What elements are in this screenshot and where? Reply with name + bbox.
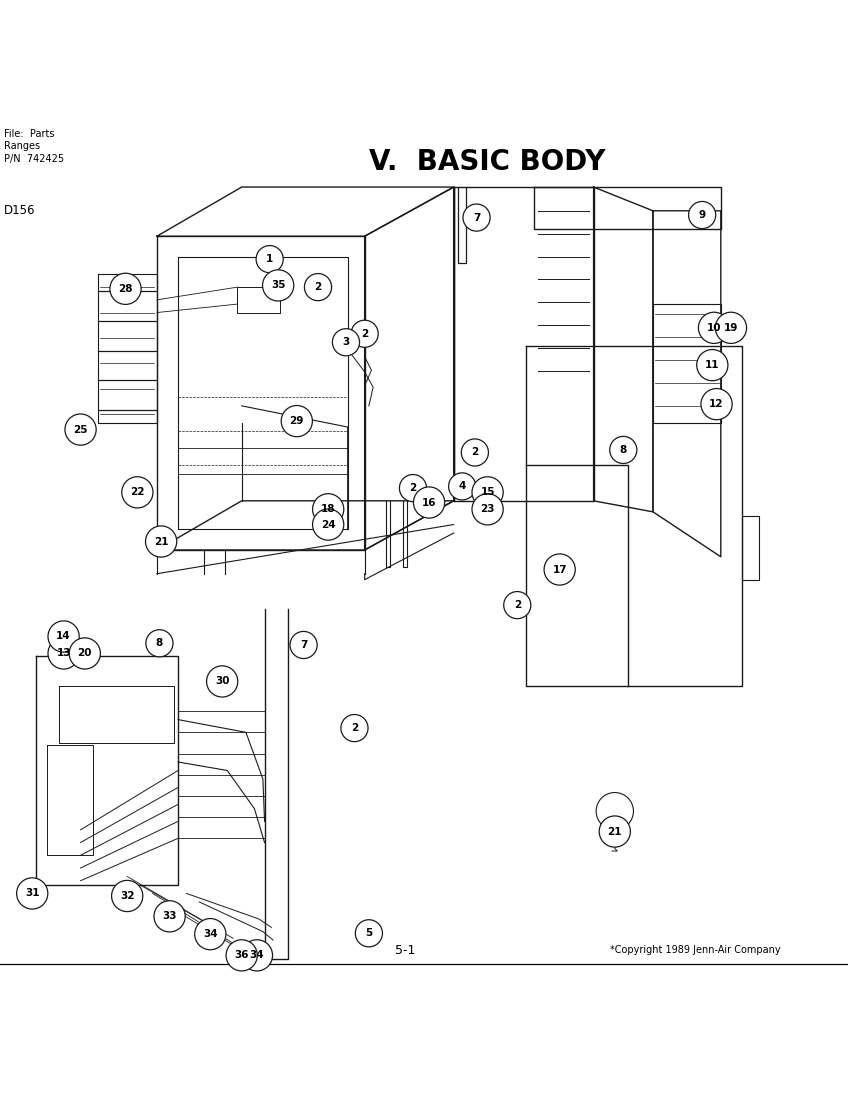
Circle shape bbox=[70, 638, 100, 669]
Circle shape bbox=[313, 509, 343, 540]
Circle shape bbox=[716, 312, 746, 343]
Text: 1: 1 bbox=[266, 254, 273, 264]
Text: 5-1: 5-1 bbox=[395, 944, 416, 957]
Circle shape bbox=[414, 487, 444, 518]
Text: 36: 36 bbox=[234, 950, 249, 960]
Circle shape bbox=[110, 273, 141, 305]
Text: 23: 23 bbox=[480, 504, 495, 515]
Circle shape bbox=[351, 320, 378, 348]
Circle shape bbox=[226, 939, 257, 971]
Circle shape bbox=[472, 494, 503, 525]
Text: File:  Parts: File: Parts bbox=[4, 129, 55, 139]
Text: 5: 5 bbox=[365, 928, 372, 938]
Circle shape bbox=[313, 494, 343, 525]
Circle shape bbox=[399, 474, 427, 502]
Circle shape bbox=[596, 792, 633, 829]
Circle shape bbox=[65, 414, 96, 446]
Text: 29: 29 bbox=[290, 416, 304, 426]
Circle shape bbox=[290, 631, 317, 659]
Text: 11: 11 bbox=[705, 360, 720, 370]
Circle shape bbox=[146, 629, 173, 657]
Text: V.  BASIC BODY: V. BASIC BODY bbox=[370, 147, 605, 176]
Text: 8: 8 bbox=[620, 444, 627, 455]
Circle shape bbox=[154, 901, 185, 932]
Circle shape bbox=[701, 388, 732, 420]
Text: 22: 22 bbox=[130, 487, 145, 497]
Text: 2: 2 bbox=[351, 723, 358, 733]
Text: 30: 30 bbox=[215, 676, 230, 686]
Text: 2: 2 bbox=[361, 329, 368, 339]
Text: 3: 3 bbox=[343, 338, 349, 348]
Circle shape bbox=[195, 918, 226, 949]
Text: *Copyright 1989 Jenn-Air Company: *Copyright 1989 Jenn-Air Company bbox=[610, 945, 781, 955]
Circle shape bbox=[697, 350, 728, 381]
Circle shape bbox=[207, 666, 237, 697]
Text: 25: 25 bbox=[73, 425, 88, 435]
Text: 31: 31 bbox=[25, 889, 40, 899]
Text: P/N  742425: P/N 742425 bbox=[4, 154, 64, 164]
Circle shape bbox=[461, 439, 488, 466]
Circle shape bbox=[146, 526, 176, 557]
Text: 9: 9 bbox=[699, 210, 706, 220]
Text: 16: 16 bbox=[421, 497, 437, 507]
Circle shape bbox=[304, 274, 332, 300]
Text: 8: 8 bbox=[156, 638, 163, 648]
Text: 13: 13 bbox=[56, 649, 71, 659]
Text: 28: 28 bbox=[118, 284, 133, 294]
Circle shape bbox=[242, 939, 272, 971]
Text: 34: 34 bbox=[249, 950, 265, 960]
Circle shape bbox=[600, 816, 630, 847]
Circle shape bbox=[472, 476, 503, 508]
Circle shape bbox=[263, 270, 293, 301]
Text: Ranges: Ranges bbox=[4, 141, 41, 152]
Text: 35: 35 bbox=[271, 280, 286, 290]
Text: 2: 2 bbox=[514, 601, 521, 610]
Circle shape bbox=[17, 878, 47, 909]
Circle shape bbox=[256, 245, 283, 273]
Text: 32: 32 bbox=[120, 891, 135, 901]
Text: 10: 10 bbox=[706, 322, 722, 333]
Circle shape bbox=[48, 620, 79, 652]
Circle shape bbox=[504, 592, 531, 618]
Circle shape bbox=[48, 638, 79, 669]
Circle shape bbox=[355, 920, 382, 947]
Text: 14: 14 bbox=[56, 631, 71, 641]
Text: 24: 24 bbox=[321, 519, 336, 529]
Text: 2: 2 bbox=[471, 448, 478, 458]
Text: 7: 7 bbox=[473, 212, 480, 222]
Text: 2: 2 bbox=[315, 282, 321, 293]
Text: 33: 33 bbox=[162, 911, 177, 922]
Text: 17: 17 bbox=[552, 564, 567, 574]
Circle shape bbox=[544, 554, 575, 585]
Text: 21: 21 bbox=[607, 826, 622, 836]
Circle shape bbox=[341, 715, 368, 741]
Text: 12: 12 bbox=[709, 399, 724, 409]
Circle shape bbox=[112, 880, 142, 912]
Text: 34: 34 bbox=[203, 930, 218, 939]
Circle shape bbox=[332, 329, 360, 355]
Circle shape bbox=[122, 476, 153, 508]
Circle shape bbox=[282, 406, 312, 437]
Text: 19: 19 bbox=[724, 322, 738, 333]
Text: 7: 7 bbox=[300, 640, 307, 650]
Circle shape bbox=[699, 312, 729, 343]
Circle shape bbox=[449, 473, 476, 500]
Text: 15: 15 bbox=[480, 487, 495, 497]
Text: 2: 2 bbox=[410, 483, 416, 493]
Circle shape bbox=[689, 201, 716, 229]
Text: 4: 4 bbox=[459, 482, 466, 492]
Text: 21: 21 bbox=[153, 537, 169, 547]
Circle shape bbox=[610, 437, 637, 463]
Text: 18: 18 bbox=[321, 504, 336, 515]
Text: D156: D156 bbox=[4, 205, 36, 218]
Circle shape bbox=[463, 204, 490, 231]
Text: 20: 20 bbox=[77, 649, 92, 659]
